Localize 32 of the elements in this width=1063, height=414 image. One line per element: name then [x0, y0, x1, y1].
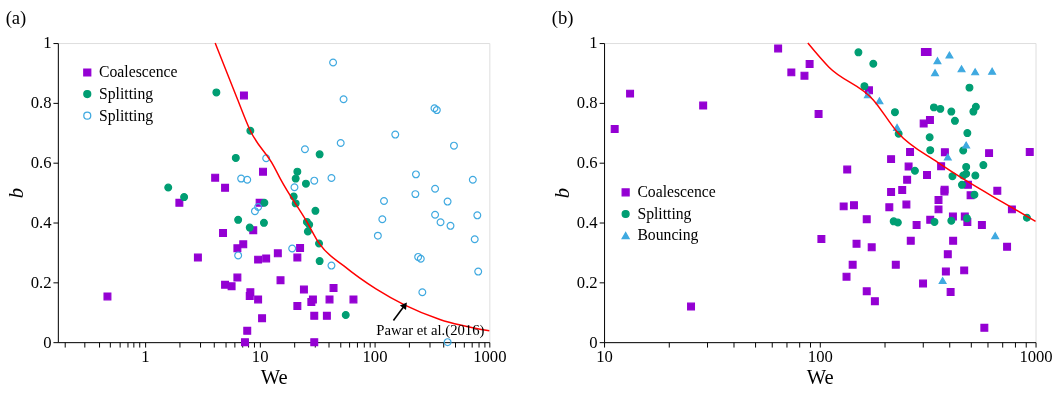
x-tick-label: 10: [251, 347, 269, 367]
y-tick-label: 0.8: [30, 93, 52, 113]
legend-label: Splitting: [637, 204, 692, 223]
y-tick-label: 0.6: [576, 153, 598, 173]
y-tick-label: 0.8: [576, 93, 598, 113]
y-tick-label: 0.4: [30, 212, 53, 232]
y-tick-label: 1: [43, 33, 52, 53]
legend-label: Splitting: [99, 84, 154, 103]
x-axis-title: We: [806, 365, 834, 388]
y-axis-title: b: [4, 187, 27, 199]
y-axis-title: b: [551, 187, 574, 199]
chart-title: (a): [5, 7, 27, 30]
chart-title: (b): [551, 7, 574, 30]
y-tick-label: 0.6: [30, 153, 52, 173]
x-axis-title: We: [260, 365, 288, 388]
legend-label: Bouncing: [637, 226, 699, 245]
y-tick-label: 0: [589, 332, 598, 352]
y-tick-label: 1: [589, 33, 598, 53]
y-tick-label: 0.4: [576, 212, 599, 232]
y-tick-label: 0: [43, 332, 52, 352]
x-tick-label: 100: [807, 347, 833, 367]
y-tick-label: 0.2: [30, 272, 52, 292]
legend-label: Coalescence: [637, 183, 716, 201]
x-tick-label: 1: [141, 347, 150, 367]
x-tick-label: 100: [362, 347, 388, 367]
y-tick-label: 0.2: [576, 272, 598, 292]
legend-label: Coalescence: [99, 63, 178, 81]
x-tick-label: 10: [596, 347, 613, 367]
x-tick-label: 1000: [473, 347, 507, 367]
legend-label: Splitting: [99, 106, 154, 125]
x-tick-label: 1000: [1019, 347, 1053, 367]
annotation: Pawar et al.(2016): [376, 322, 485, 340]
